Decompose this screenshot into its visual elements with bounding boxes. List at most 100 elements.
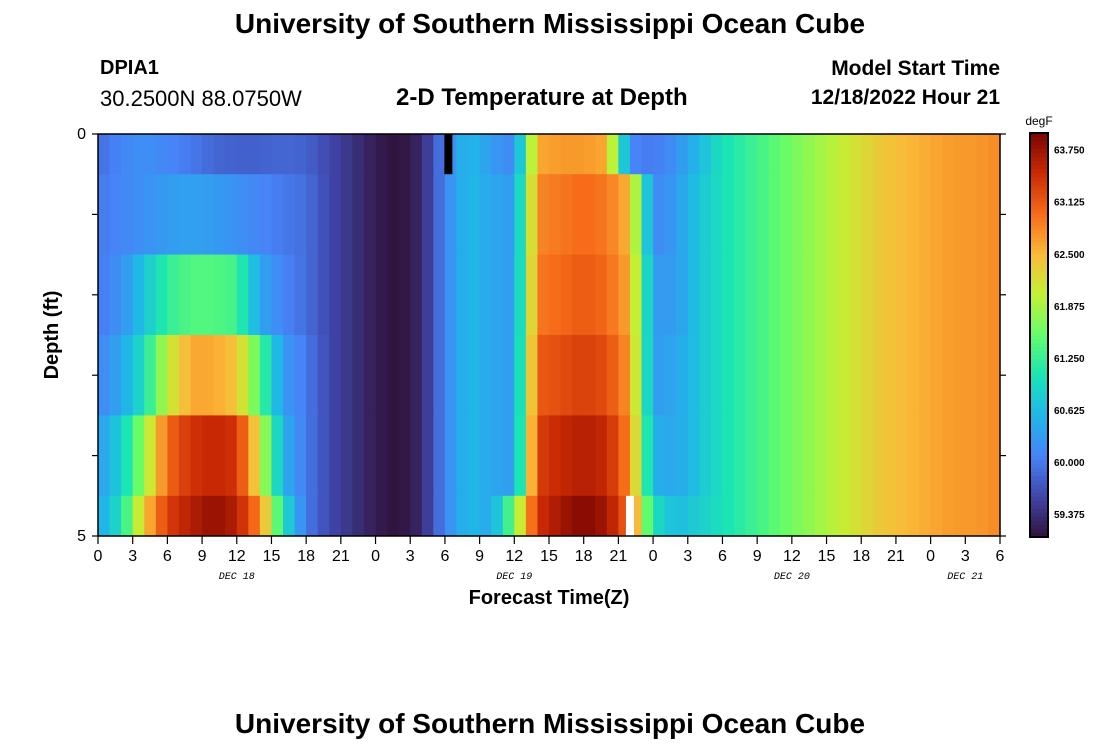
heatmap-cell (861, 335, 874, 416)
heatmap-cell (919, 254, 932, 336)
heatmap-cell (433, 134, 446, 175)
heatmap-cell (699, 174, 712, 255)
heatmap-cell (803, 495, 816, 537)
heatmap-cell (618, 335, 631, 416)
heatmap-cell (98, 174, 110, 255)
heatmap-cell (502, 495, 515, 537)
heatmap-cell (572, 495, 585, 537)
heatmap-cell (976, 335, 989, 416)
heatmap-cell (907, 134, 920, 175)
heatmap-cell (98, 495, 110, 537)
heatmap-cell (734, 335, 746, 416)
heatmap-cell (653, 254, 666, 336)
heatmap-cell (514, 495, 527, 537)
x-tick-label: 18 (575, 548, 593, 565)
heatmap-cell (468, 415, 481, 497)
colorbar-segment (1030, 395, 1048, 401)
heatmap-cell (283, 415, 295, 497)
heatmap-cell (121, 335, 134, 416)
heatmap-cell (283, 495, 295, 537)
heatmap-cell (884, 254, 897, 336)
heatmap-cell (734, 254, 746, 336)
heatmap-cell (814, 254, 827, 336)
heatmap-cell (236, 254, 249, 336)
heatmap-cell (791, 134, 804, 175)
heatmap-cell (502, 174, 515, 255)
heatmap-cell (537, 335, 550, 416)
colorbar-segment (1030, 229, 1048, 235)
date-label: DEC 18 (219, 572, 255, 583)
heatmap-cell (537, 174, 550, 255)
colorbar-segment (1030, 141, 1048, 146)
heatmap-cell (375, 134, 388, 175)
heatmap-cell (456, 174, 469, 255)
station-coordinates: 30.2500N 88.0750W (100, 86, 302, 111)
heatmap-cell (491, 495, 504, 537)
heatmap-cell (387, 335, 400, 416)
colorbar-segment (1030, 286, 1048, 292)
heatmap-cell (768, 335, 781, 416)
heatmap-cell (884, 174, 897, 255)
heatmap-cell (271, 134, 284, 175)
heatmap-cell (803, 254, 816, 336)
heatmap-cell (919, 495, 932, 537)
colorbar-segment (1030, 161, 1048, 166)
heatmap-cell (629, 254, 642, 336)
heatmap-cell (375, 335, 388, 416)
colorbar-segment (1030, 504, 1048, 510)
colorbar-segment (1030, 266, 1048, 271)
heatmap-cell (225, 134, 238, 175)
colorbar-segment (1030, 193, 1048, 199)
x-tick-label: 0 (926, 548, 935, 565)
heatmap-cell (421, 174, 434, 255)
heatmap-cell (583, 495, 596, 537)
heatmap-cell (259, 254, 272, 336)
heatmap-cell (780, 134, 793, 175)
heatmap-cell (942, 174, 955, 255)
heatmap-cell (988, 495, 1001, 537)
missing-data-marker (444, 134, 453, 175)
heatmap-cell (225, 415, 238, 497)
heatmap-cell (930, 254, 943, 336)
heatmap-cell (861, 134, 874, 175)
heatmap-cell (121, 495, 134, 537)
colorbar-segment (1030, 145, 1048, 150)
heatmap-cell (363, 495, 376, 537)
colorbar-segment (1030, 415, 1048, 421)
heatmap-cell (352, 335, 365, 416)
heatmap-cell (225, 174, 238, 255)
heatmap-cell (271, 174, 284, 255)
heatmap-cell (734, 415, 746, 497)
colorbar-segment (1030, 528, 1048, 534)
heatmap-cell (352, 134, 365, 175)
heatmap-cell (803, 174, 816, 255)
heatmap-cell (780, 415, 793, 497)
heatmap-cell (202, 335, 215, 416)
heatmap-cell (225, 254, 238, 336)
colorbar-segment (1030, 391, 1048, 397)
heatmap-cell (479, 415, 492, 497)
heatmap-cell (514, 174, 527, 255)
heatmap-cell (178, 495, 191, 537)
heatmap-cell (444, 335, 457, 416)
heatmap-cell (826, 495, 839, 537)
heatmap-cell (306, 495, 319, 537)
heatmap-cell (410, 134, 423, 175)
heatmap-cell (444, 174, 457, 255)
heatmap-cell (155, 134, 168, 175)
heatmap-cell (988, 415, 1001, 497)
heatmap-cell (213, 335, 226, 416)
heatmap-cell (988, 174, 1001, 255)
heatmap-cell (861, 415, 874, 497)
heatmap-cell (676, 134, 689, 175)
colorbar-segment (1030, 444, 1048, 449)
heatmap-cell (976, 495, 989, 537)
colorbar-segment (1030, 262, 1048, 267)
heatmap-cell (942, 415, 955, 497)
heatmap-cell (525, 335, 538, 416)
heatmap-cell (329, 415, 342, 497)
heatmap-cell (930, 134, 943, 175)
heatmap-cell (144, 174, 157, 255)
colorbar-segment (1030, 512, 1048, 518)
heatmap-cell (491, 415, 504, 497)
